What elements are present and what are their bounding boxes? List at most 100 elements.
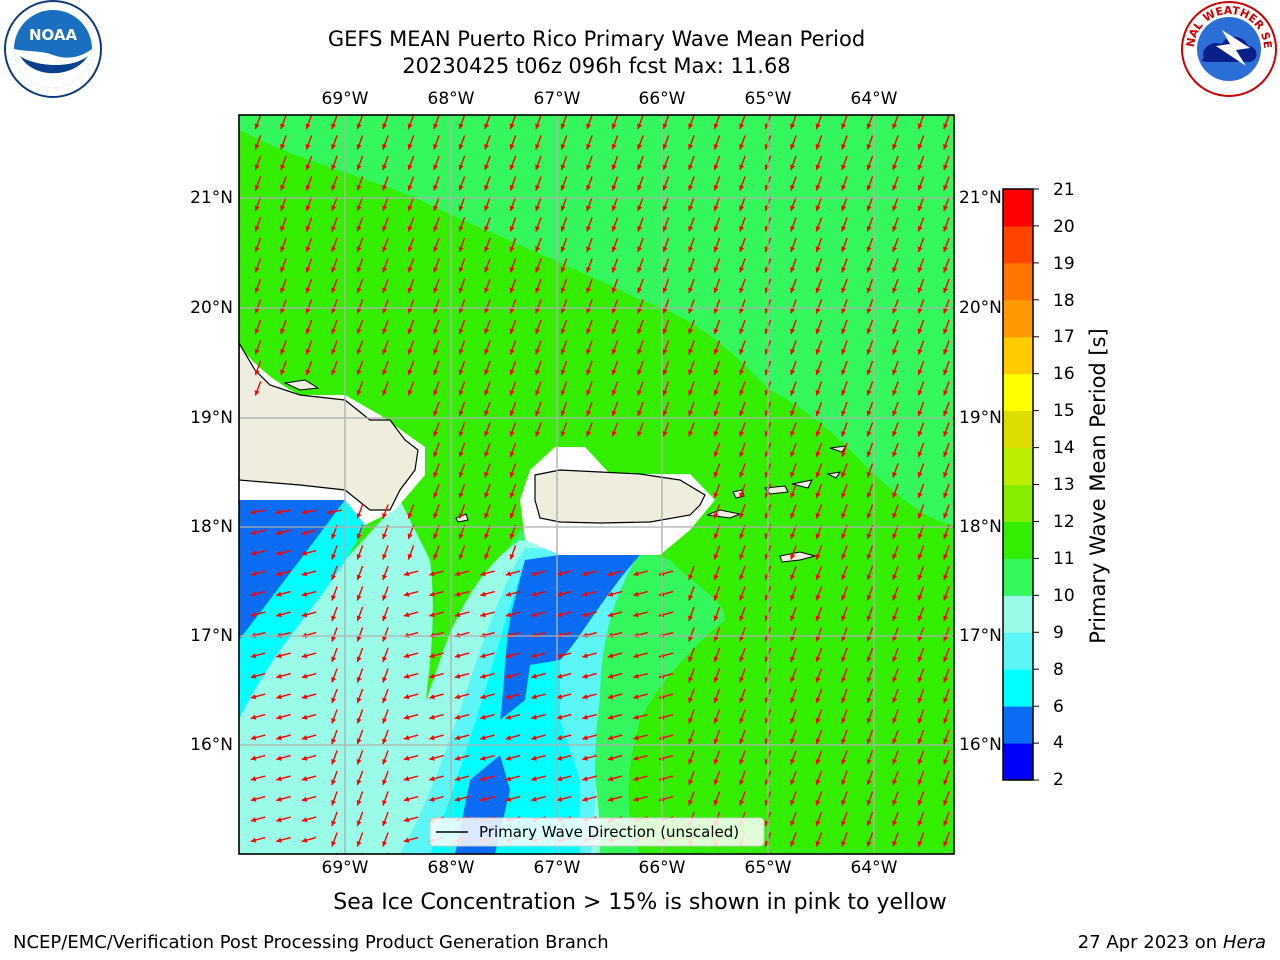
wave-arrow-head	[280, 349, 286, 355]
wave-arrow-head	[484, 205, 490, 211]
wave-arrow-head	[535, 431, 541, 437]
wave-arrow-head	[688, 267, 694, 273]
wave-arrow-head	[560, 226, 566, 232]
wave-arrow-head	[892, 697, 898, 703]
wave-arrow-head	[607, 612, 614, 618]
wave-arrow-head	[382, 759, 388, 765]
wave-arrow-head	[866, 308, 872, 314]
wave-arrow-head	[892, 738, 898, 744]
wave-arrow-head	[739, 513, 745, 519]
wave-arrow-head	[633, 673, 639, 679]
wave-arrow-head	[582, 673, 588, 679]
wave-arrow-head	[917, 451, 923, 457]
wave-arrow-head	[917, 718, 923, 724]
wave-arrow-head	[382, 820, 388, 826]
wave-arrow-head	[509, 308, 515, 314]
wave-arrow-head	[454, 653, 461, 659]
wave-arrow-head	[917, 328, 923, 334]
wave-arrow-head	[276, 837, 282, 843]
chart-subtitle: 20230425 t06z 096h fcst Max: 11.68	[402, 54, 791, 78]
wave-arrow-head	[276, 509, 282, 515]
wave-arrow-head	[356, 554, 362, 560]
wave-arrow-head	[250, 653, 257, 659]
wave-arrow-head	[250, 673, 257, 679]
wave-arrow-head	[841, 205, 847, 211]
wave-arrow-head	[713, 308, 719, 314]
wave-arrow-head	[739, 472, 745, 478]
wave-arrow-head	[531, 591, 537, 597]
wave-arrow-head	[637, 390, 643, 396]
wave-arrow-head	[560, 246, 566, 252]
wave-arrow-head	[739, 226, 745, 232]
wave-arrow-head	[582, 694, 588, 700]
wave-arrow-head	[586, 349, 592, 355]
wave-arrow-head	[331, 820, 337, 826]
wave-arrow-head	[327, 509, 333, 515]
wave-arrow-head	[713, 267, 719, 273]
colorbar-tick-20: 20	[1053, 217, 1075, 237]
wave-arrow-head	[662, 287, 668, 293]
wave-arrow-head	[505, 571, 512, 577]
wave-arrow-head	[454, 591, 461, 597]
wave-arrow-head	[943, 800, 949, 806]
wave-arrow-head	[505, 755, 512, 761]
wave-arrow-head	[356, 738, 362, 744]
wave-arrow-head	[688, 738, 694, 744]
wave-arrow-head	[633, 694, 639, 700]
wave-arrow-head	[250, 776, 257, 782]
wave-arrow-head	[892, 451, 898, 457]
wave-arrow-head	[509, 123, 515, 129]
wave-arrow-head	[892, 513, 898, 519]
wave-arrow-head	[713, 349, 719, 355]
wave-arrow-head	[917, 636, 923, 642]
wave-arrow-head	[560, 390, 566, 396]
wave-arrow-head	[484, 451, 490, 457]
wave-arrow-head	[582, 755, 588, 761]
wave-arrow-head	[254, 164, 260, 170]
wave-arrow-head	[841, 841, 847, 847]
wave-arrow-head	[790, 472, 796, 478]
wave-arrow-head	[407, 369, 413, 375]
wave-arrow-head	[560, 431, 566, 437]
wave-arrow-head	[607, 776, 614, 782]
wave-arrow-head	[280, 205, 286, 211]
wave-arrow-head	[790, 595, 796, 601]
producer-credit: NCEP/EMC/Verification Post Processing Pr…	[13, 932, 609, 953]
wave-arrow-head	[433, 554, 439, 560]
wave-arrow-head	[815, 144, 821, 150]
wave-arrow-head	[305, 369, 311, 375]
lat-label-left-16: 16°N	[190, 735, 233, 755]
wave-arrow-head	[633, 714, 639, 720]
wave-arrow-head	[509, 533, 515, 539]
wave-arrow-head	[301, 591, 308, 597]
wave-arrow-head	[815, 369, 821, 375]
wave-arrow-head	[790, 431, 796, 437]
wave-arrow-head	[790, 574, 796, 580]
wave-arrow-head	[509, 205, 515, 211]
wave-arrow-head	[509, 246, 515, 252]
wave-arrow-head	[254, 369, 260, 375]
wave-arrow-head	[382, 636, 388, 642]
wave-arrow-head	[305, 164, 311, 170]
wave-arrow-head	[841, 431, 847, 437]
wave-arrow-head	[535, 123, 541, 129]
wave-arrow-head	[815, 533, 821, 539]
wave-arrow-head	[556, 776, 563, 782]
wave-arrow-head	[713, 287, 719, 293]
wave-arrow-head	[254, 185, 260, 191]
wave-arrow-head	[633, 735, 639, 741]
wave-arrow-head	[713, 451, 719, 457]
wave-arrow-head	[382, 205, 388, 211]
wave-direction-arrows	[250, 115, 950, 854]
wave-arrow-head	[866, 369, 872, 375]
wave-arrow-head	[250, 509, 256, 515]
wave-arrow-head	[688, 718, 694, 724]
colorbar-tick-21: 21	[1053, 180, 1075, 200]
wave-arrow-head	[739, 595, 745, 601]
wave-arrow-head	[433, 533, 439, 539]
wave-arrow-head	[586, 123, 592, 129]
wave-arrow-head	[535, 349, 541, 355]
wave-arrow-head	[662, 349, 668, 355]
wave-arrow-head	[917, 574, 923, 580]
